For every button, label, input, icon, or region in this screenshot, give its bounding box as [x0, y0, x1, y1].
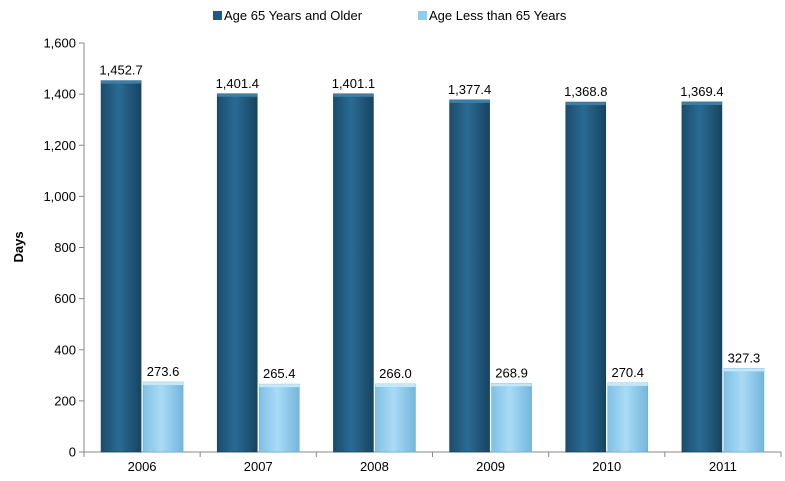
- data-label: 265.4: [263, 366, 296, 381]
- bar-top-highlight: [143, 382, 184, 386]
- x-tick-label: 2010: [592, 459, 621, 474]
- bar-top-highlight: [607, 382, 648, 386]
- legend-label-series-2: Age Less than 65 Years: [429, 8, 567, 23]
- bar-age-65-and-older: [681, 101, 723, 453]
- data-label: 268.9: [495, 365, 528, 380]
- bar-top-highlight: [333, 93, 374, 97]
- data-labels: 1,452.7 273.6 1,401.4 265.4 1,401.1 266.0 1,37…: [99, 63, 760, 382]
- legend-label-series-1: Age 65 Years and Older: [224, 8, 363, 23]
- bar-top-highlight: [217, 93, 258, 97]
- data-label: 1,401.1: [332, 76, 375, 91]
- data-label: 270.4: [611, 365, 644, 380]
- bar-age-less-than-65: [607, 382, 649, 453]
- data-label: 273.6: [147, 364, 180, 379]
- bar-top-highlight: [449, 99, 490, 103]
- x-axis: 2006 2007 2008 2009 2010 2011: [83, 451, 782, 474]
- x-tick-label: 2007: [244, 459, 273, 474]
- y-tick-label: 400: [54, 342, 76, 357]
- bar-age-less-than-65: [142, 381, 184, 453]
- data-label: 1,452.7: [99, 63, 142, 78]
- bar-top-highlight: [101, 80, 142, 84]
- y-tick-label: 1,400: [43, 87, 76, 102]
- bar-top-highlight: [375, 384, 416, 388]
- bar-age-less-than-65: [258, 383, 300, 453]
- bar-age-65-and-older: [216, 93, 258, 453]
- bar-age-less-than-65: [491, 382, 532, 453]
- bar-age-65-and-older: [333, 93, 374, 453]
- data-label: 1,377.4: [448, 82, 491, 97]
- bars: [100, 80, 765, 453]
- y-tick-label: 200: [54, 393, 76, 408]
- legend-swatch-series-2: [418, 11, 427, 20]
- bar-top-highlight: [723, 368, 764, 372]
- y-tick-label: 1,200: [43, 138, 76, 153]
- bar-age-65-and-older: [100, 80, 142, 453]
- y-tick-label: 0: [69, 445, 76, 460]
- data-label: 1,369.4: [680, 84, 723, 99]
- x-tick-label: 2009: [476, 459, 505, 474]
- x-tick-label: 2008: [360, 459, 389, 474]
- y-tick-label: 1,000: [43, 189, 76, 204]
- bar-age-less-than-65: [375, 383, 416, 453]
- legend-swatch-series-1: [213, 11, 222, 20]
- bar-age-65-and-older: [449, 99, 490, 453]
- x-tick-label: 2006: [128, 459, 157, 474]
- legend: Age 65 Years and Older Age Less than 65 …: [213, 8, 567, 23]
- data-label: 327.3: [728, 350, 761, 365]
- bar-top-highlight: [491, 383, 532, 387]
- y-tick-label: 600: [54, 291, 76, 306]
- y-tick-label: 1,600: [43, 36, 76, 51]
- y-axis-title: Days: [11, 231, 26, 262]
- x-tick-label: 2011: [709, 459, 737, 474]
- bar-age-65-and-older: [565, 101, 607, 453]
- data-label: 266.0: [379, 366, 412, 381]
- data-label: 1,401.4: [216, 76, 259, 91]
- bar-top-highlight: [259, 384, 300, 388]
- y-tick-label: 800: [54, 240, 76, 255]
- y-axis: 0 200 400 600 800 1,000 1,200 1,400 1,600: [43, 36, 85, 460]
- bar-age-less-than-65: [723, 368, 765, 453]
- data-label: 1,368.8: [564, 84, 607, 99]
- bar-top-highlight: [681, 101, 722, 105]
- bar-top-highlight: [565, 102, 606, 106]
